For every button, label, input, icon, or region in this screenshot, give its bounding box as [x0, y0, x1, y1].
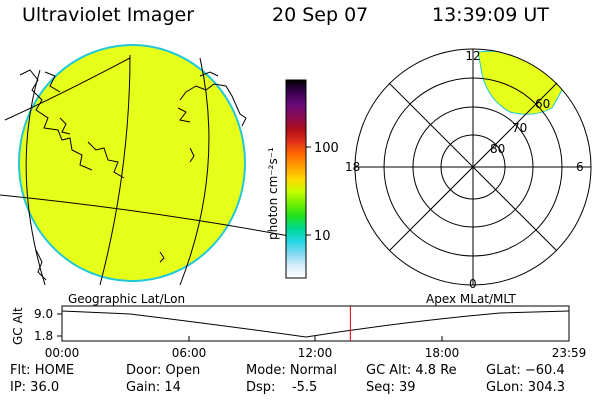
- x-tick-1800: 18:00: [425, 346, 460, 360]
- y-tick-9.0: 9.0: [34, 307, 53, 321]
- ip-value: IP: 36.0: [10, 380, 60, 395]
- lat-lon-grid: [0, 54, 300, 285]
- x-tick-2359: 23:59: [552, 346, 587, 360]
- colorbar-tick-10: 10: [314, 229, 331, 244]
- dsp-value: Dsp: -5.5: [246, 380, 318, 395]
- geographic-latitude: GLat: −60.4: [486, 363, 565, 378]
- mlt-label-0: 0: [469, 277, 477, 291]
- mlat-label-70: 70: [512, 121, 527, 135]
- colorbar-tick-100: 100: [314, 141, 339, 156]
- geo-panel-label: Geographic Lat/Lon: [68, 292, 185, 306]
- altitude-timeline: 9.0 1.8 GC Alt 00:00 06:00 12:00 18:00 2…: [11, 305, 587, 360]
- x-tick-0000: 00:00: [45, 346, 80, 360]
- image-time: 13:39:09 UT: [432, 4, 549, 26]
- sequence-number: Seq: 39: [366, 380, 416, 395]
- x-tick-1200: 12:00: [298, 346, 333, 360]
- mlat-label-80: 80: [490, 142, 505, 156]
- geographic-longitude: GLon: 304.3: [486, 380, 566, 395]
- flight-status: Flt: HOME: [10, 363, 75, 378]
- coastlines: [19, 69, 247, 281]
- gain-value: Gain: 14: [126, 380, 181, 395]
- colorbar: 100 10 photon cm⁻²s⁻¹: [266, 79, 339, 279]
- gc-altitude: GC Alt: 4.8 Re: [366, 363, 457, 378]
- mlt-label-18: 18: [345, 160, 360, 174]
- mlt-label-6: 6: [576, 160, 584, 174]
- geographic-image: [0, 44, 300, 285]
- x-tick-0600: 06:00: [172, 346, 207, 360]
- mode-value: Mode: Normal: [246, 363, 337, 378]
- mlt-label-12: 12: [465, 49, 480, 63]
- image-date: 20 Sep 07: [272, 4, 369, 26]
- app-title: Ultraviolet Imager: [22, 4, 195, 26]
- mlat-label-60: 60: [535, 97, 550, 111]
- timeline-axis-title: GC Alt: [11, 307, 25, 345]
- polar-panel-label: Apex MLat/MLT: [426, 292, 516, 306]
- y-tick-1.8: 1.8: [34, 329, 53, 343]
- colorbar-unit-label: photon cm⁻²s⁻¹: [266, 147, 280, 240]
- polar-plot: 12 18 6 0 80 70 60: [345, 48, 592, 291]
- uv-disk: [18, 44, 246, 282]
- door-status: Door: Open: [126, 363, 201, 378]
